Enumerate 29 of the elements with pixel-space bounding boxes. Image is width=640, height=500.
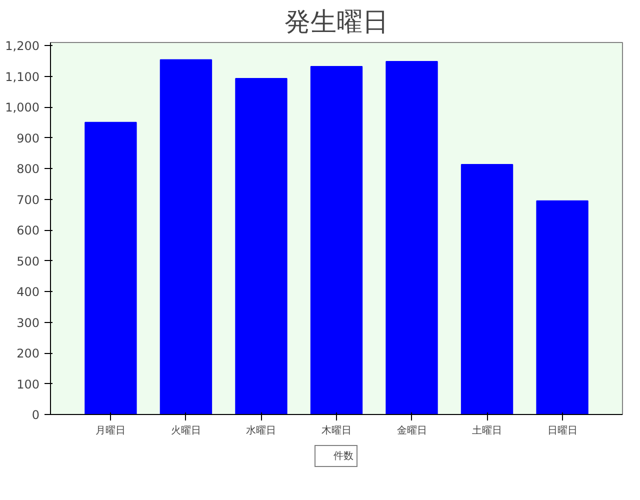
bar: [84, 122, 137, 414]
x-tick-label: 火曜日: [170, 424, 201, 436]
y-tick-label: 1,100: [5, 70, 40, 84]
bar: [536, 200, 588, 414]
y-tick-label: 400: [16, 285, 40, 300]
bar: [235, 78, 288, 414]
bar: [460, 164, 514, 414]
x-tick-label: 水曜日: [246, 424, 276, 436]
x-tick-label: 土曜日: [472, 424, 502, 436]
x-tick-label: 木曜日: [322, 424, 352, 436]
y-tick-label: 200: [16, 346, 40, 361]
bar: [386, 61, 438, 414]
y-tick-label: 600: [16, 224, 40, 238]
y-tick-label: 800: [16, 162, 40, 176]
chart-title: 発生曜日: [284, 8, 388, 38]
y-tick-label: 700: [16, 192, 40, 207]
x-tick-label: 日曜日: [547, 424, 578, 436]
y-tick-label: 500: [16, 254, 40, 268]
y-tick-label: 900: [16, 131, 40, 146]
y-tick-label: 100: [16, 377, 40, 392]
text: 件数: [334, 450, 354, 463]
y-tick-label: 0: [32, 408, 40, 422]
y-tick-label: 1,000: [5, 100, 40, 115]
y-tick-label: 1,200: [5, 39, 40, 54]
bar: [310, 66, 363, 414]
x-tick-label: 月曜日: [96, 424, 126, 436]
bar: [160, 59, 212, 414]
x-tick-label: 金曜日: [396, 424, 427, 436]
y-tick-label: 300: [16, 316, 40, 330]
